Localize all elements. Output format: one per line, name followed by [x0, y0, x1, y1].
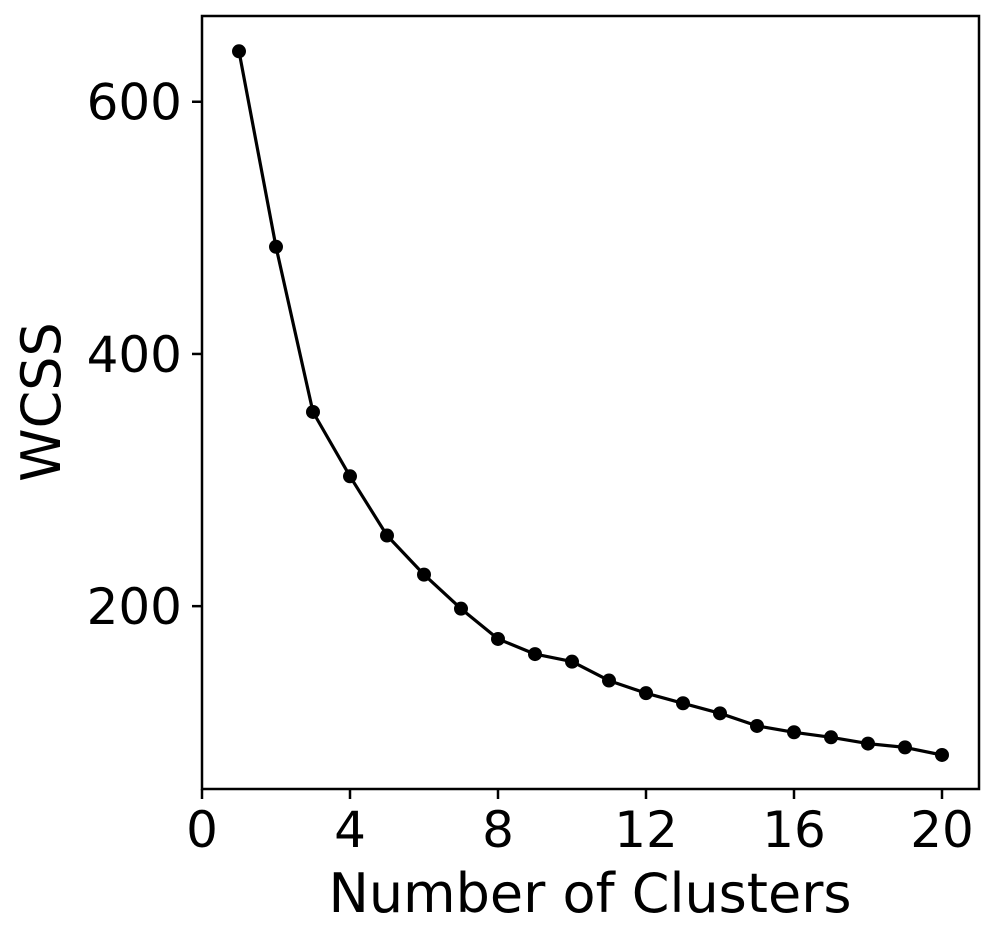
- data-point: [898, 740, 912, 755]
- x-axis-label: Number of Clusters: [328, 862, 851, 925]
- data-point: [750, 718, 764, 733]
- data-point: [787, 725, 801, 740]
- data-point: [639, 686, 653, 701]
- data-point: [380, 528, 394, 543]
- data-point: [343, 469, 357, 484]
- data-point: [269, 239, 283, 254]
- data-point: [824, 730, 838, 745]
- data-point: [861, 736, 875, 751]
- data-point: [306, 404, 320, 419]
- data-point: [713, 706, 727, 721]
- y-tick-label: 600: [87, 74, 182, 132]
- data-point: [676, 696, 690, 711]
- plot-area: [200, 14, 981, 791]
- y-tick-label: 400: [87, 326, 182, 384]
- data-point: [232, 44, 246, 59]
- series-points: [232, 44, 949, 762]
- y-axis-label: WCSS: [10, 322, 73, 482]
- data-point: [417, 567, 431, 582]
- data-point: [491, 631, 505, 646]
- x-tick-label: 12: [614, 801, 678, 859]
- x-tick-label: 0: [186, 801, 218, 859]
- data-point: [602, 673, 616, 688]
- x-axis: 0 4 8 12 16 20: [186, 789, 974, 859]
- data-point: [528, 647, 542, 662]
- x-tick-label: 16: [762, 801, 826, 859]
- data-point: [935, 747, 949, 762]
- y-axis: 200 400 600: [87, 74, 202, 636]
- data-point: [454, 601, 468, 616]
- x-tick-label: 8: [482, 801, 514, 859]
- y-tick-label: 200: [87, 578, 182, 636]
- x-tick-label: 4: [334, 801, 366, 859]
- data-point: [565, 654, 579, 669]
- x-tick-label: 20: [910, 801, 974, 859]
